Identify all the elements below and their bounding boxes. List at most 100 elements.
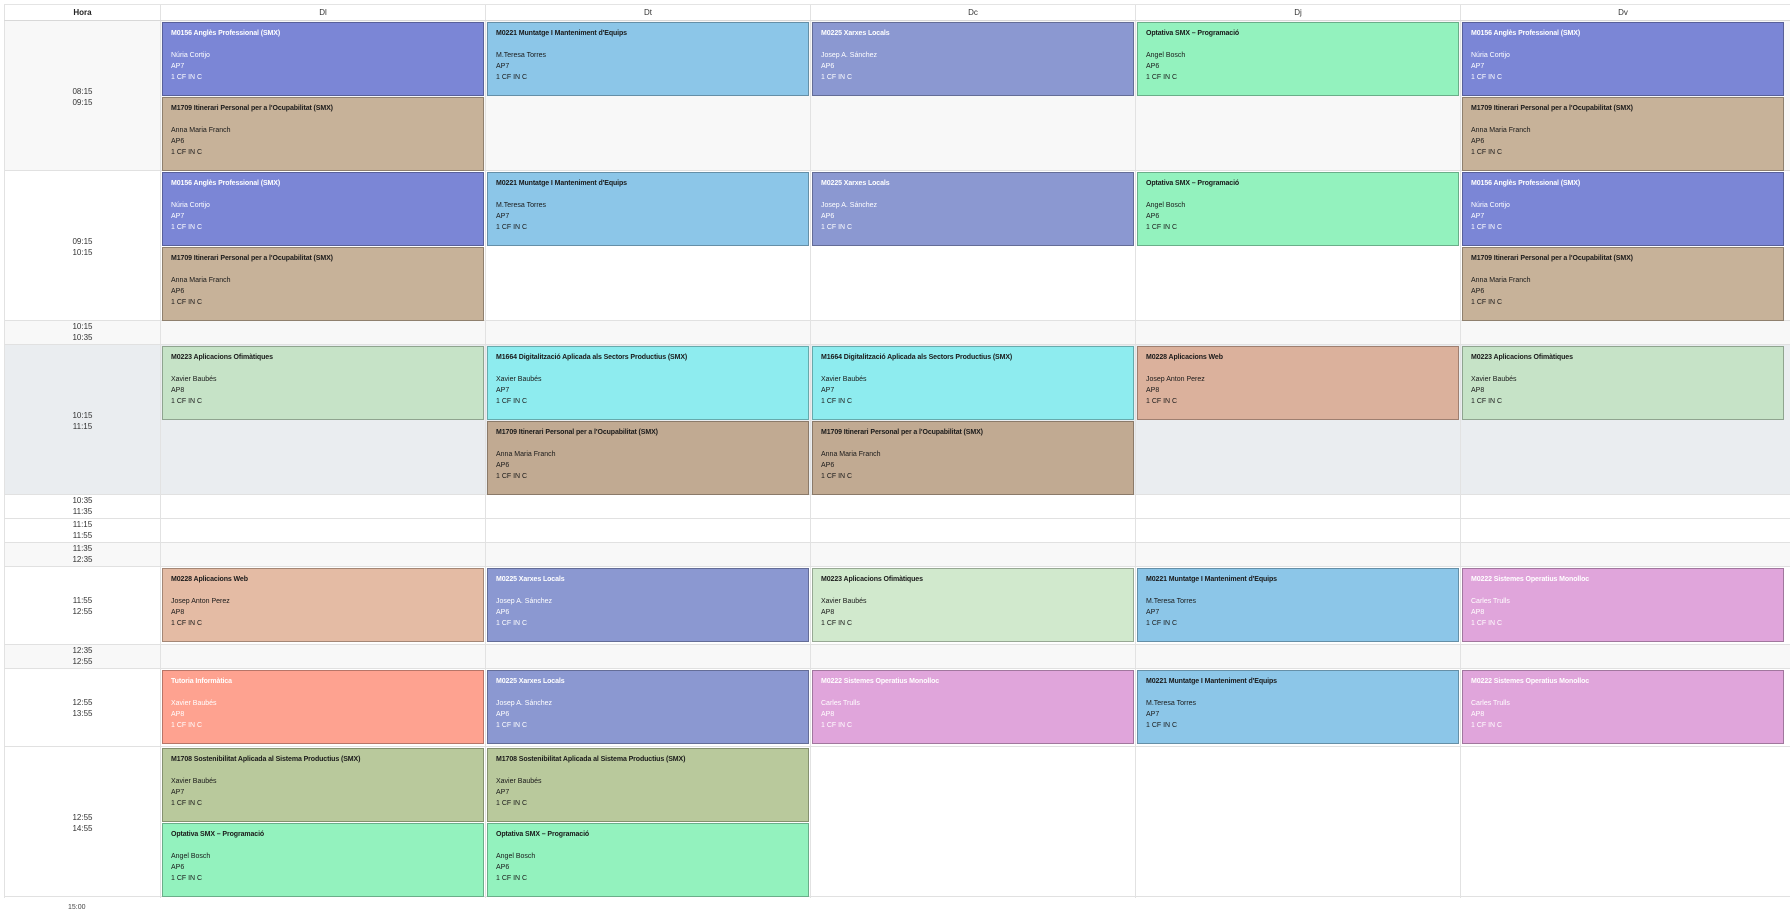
class-teacher: Anna Maria Franch bbox=[821, 451, 881, 458]
class-block[interactable]: M0156 Anglès Professional (SMX) Núria Cor… bbox=[162, 22, 484, 96]
day-header-dj: Dj bbox=[1135, 5, 1460, 20]
day-cell-dc bbox=[810, 543, 1135, 566]
day-cell-dv bbox=[1460, 495, 1785, 518]
class-teacher: Angel Bosch bbox=[1146, 52, 1186, 59]
day-cell-dj: M0228 Aplicacions Web Josep Anton Perez AP… bbox=[1135, 345, 1460, 496]
class-room: AP6 bbox=[1146, 213, 1160, 220]
class-group: 1 CF IN C bbox=[171, 299, 203, 306]
class-teacher: Anna Maria Franch bbox=[171, 277, 231, 284]
class-room: AP6 bbox=[496, 711, 510, 718]
class-block[interactable]: Optativa SMX – Programació Angel Bosch AP6… bbox=[1137, 22, 1459, 96]
class-block[interactable]: M0228 Aplicacions Web Josep Anton Perez AP… bbox=[1137, 346, 1459, 420]
class-teacher: Núria Cortijo bbox=[171, 52, 210, 59]
time-slot-row: 11:55 12:55 M0228 Aplicacions Web Josep Ant… bbox=[4, 567, 1790, 645]
day-cell-dj bbox=[1135, 519, 1460, 542]
class-block[interactable]: M0221 Muntatge I Manteniment d'Equips M.T… bbox=[1137, 568, 1459, 642]
class-teacher: Xavier Baubés bbox=[496, 376, 542, 383]
end-time: 10:15 bbox=[72, 247, 93, 257]
class-block[interactable]: M0222 Sistemes Operatius Monolloc Carles … bbox=[1462, 568, 1784, 642]
class-group: 1 CF IN C bbox=[1146, 722, 1178, 729]
class-room: AP6 bbox=[171, 138, 185, 145]
class-room: AP8 bbox=[171, 387, 185, 394]
class-block[interactable]: M0222 Sistemes Operatius Monolloc Carles … bbox=[1462, 670, 1784, 744]
class-block[interactable]: M1664 Digitalització Aplicada als Sector… bbox=[812, 346, 1134, 420]
class-group: 1 CF IN C bbox=[821, 473, 853, 480]
class-block[interactable]: M0221 Muntatge I Manteniment d'Equips M.T… bbox=[487, 22, 809, 96]
class-group: 1 CF IN C bbox=[1146, 398, 1178, 405]
class-block[interactable]: M0221 Muntatge I Manteniment d'Equips M.T… bbox=[487, 172, 809, 246]
class-group: 1 CF IN C bbox=[1146, 620, 1178, 627]
day-cell-dv: M0223 Aplicacions Ofimàtiques Xavier Baub… bbox=[1460, 345, 1785, 496]
day-cell-dc bbox=[810, 321, 1135, 344]
class-room: AP8 bbox=[821, 609, 835, 616]
class-block[interactable]: Tutoria Informàtica Xavier Baubés AP8 1 CF … bbox=[162, 670, 484, 744]
class-block[interactable]: M0156 Anglès Professional (SMX) Núria Cor… bbox=[1462, 22, 1784, 96]
class-teacher: Xavier Baubés bbox=[171, 700, 217, 707]
class-block[interactable]: M1709 Itinerari Personal per a l'Ocupabi… bbox=[1462, 97, 1784, 171]
class-room: AP7 bbox=[496, 387, 510, 394]
class-title: M1709 Itinerari Personal per a l'Ocupabi… bbox=[171, 105, 333, 112]
class-block[interactable]: M0156 Anglès Professional (SMX) Núria Cor… bbox=[162, 172, 484, 246]
class-block[interactable]: M0223 Aplicacions Ofimàtiques Xavier Baub… bbox=[162, 346, 484, 420]
class-group: 1 CF IN C bbox=[171, 74, 203, 81]
class-block[interactable]: M0228 Aplicacions Web Josep Anton Perez AP… bbox=[162, 568, 484, 642]
start-time: 10:35 bbox=[72, 496, 93, 505]
day-cell-dj bbox=[1135, 321, 1460, 344]
class-block[interactable]: M0225 Xarxes Locals Josep A. Sánchez AP6 1 … bbox=[812, 22, 1134, 96]
class-teacher: Xavier Baubés bbox=[821, 598, 867, 605]
day-cell-dl: M0156 Anglès Professional (SMX) Núria Cor… bbox=[160, 171, 485, 322]
day-cell-dl: Tutoria Informàtica Xavier Baubés AP8 1 CF … bbox=[160, 669, 485, 746]
end-time: 12:55 bbox=[72, 606, 93, 616]
class-group: 1 CF IN C bbox=[496, 74, 528, 81]
class-title: M1709 Itinerari Personal per a l'Ocupabi… bbox=[821, 429, 983, 436]
start-time: 10:15 bbox=[72, 410, 93, 420]
class-block[interactable]: M0225 Xarxes Locals Josep A. Sánchez AP6 1 … bbox=[812, 172, 1134, 246]
day-cell-dc: M1664 Digitalització Aplicada als Sector… bbox=[810, 345, 1135, 496]
day-cell-dc: M0222 Sistemes Operatius Monolloc Carles … bbox=[810, 669, 1135, 746]
time-slot-row: 09:15 10:15 M0156 Anglès Professional (SMX… bbox=[4, 171, 1790, 322]
class-room: AP7 bbox=[1471, 63, 1485, 70]
class-title: M0156 Anglès Professional (SMX) bbox=[171, 30, 281, 37]
class-block[interactable]: M1664 Digitalització Aplicada als Sector… bbox=[487, 346, 809, 420]
class-block[interactable]: Optativa SMX – Programació Angel Bosch AP6… bbox=[1137, 172, 1459, 246]
class-group: 1 CF IN C bbox=[821, 620, 853, 627]
class-block[interactable]: M1709 Itinerari Personal per a l'Ocupabi… bbox=[162, 97, 484, 171]
class-room: AP6 bbox=[821, 213, 835, 220]
start-time: 12:35 bbox=[72, 646, 93, 655]
class-block[interactable]: Optativa SMX – Programació Angel Bosch AP6… bbox=[487, 823, 809, 897]
class-block[interactable]: M0225 Xarxes Locals Josep A. Sánchez AP6 1 … bbox=[487, 670, 809, 744]
class-teacher: Anna Maria Franch bbox=[171, 127, 231, 134]
class-teacher: Carles Trulls bbox=[1471, 700, 1510, 707]
class-block[interactable]: M1709 Itinerari Personal per a l'Ocupabi… bbox=[812, 421, 1134, 495]
class-block[interactable]: M0223 Aplicacions Ofimàtiques Xavier Baub… bbox=[812, 568, 1134, 642]
start-time: 09:15 bbox=[72, 236, 93, 246]
class-teacher: Anna Maria Franch bbox=[1471, 127, 1531, 134]
class-room: AP8 bbox=[171, 609, 185, 616]
end-time: 12:35 bbox=[72, 555, 93, 564]
day-cell-dl bbox=[160, 321, 485, 344]
class-block[interactable]: M0225 Xarxes Locals Josep A. Sánchez AP6 1 … bbox=[487, 568, 809, 642]
day-header-dt: Dt bbox=[485, 5, 810, 20]
class-group: 1 CF IN C bbox=[1471, 620, 1503, 627]
day-cell-dj: Optativa SMX – Programació Angel Bosch AP6… bbox=[1135, 171, 1460, 322]
start-time: 10:15 bbox=[72, 322, 93, 331]
end-time: 11:35 bbox=[72, 507, 93, 516]
class-block[interactable]: M0222 Sistemes Operatius Monolloc Carles … bbox=[812, 670, 1134, 744]
class-teacher: Angel Bosch bbox=[171, 853, 211, 860]
class-block[interactable]: M1709 Itinerari Personal per a l'Ocupabi… bbox=[162, 247, 484, 321]
class-block[interactable]: M1708 Sostenibilitat Aplicada al Sistema… bbox=[162, 748, 484, 822]
class-teacher: Núria Cortijo bbox=[171, 202, 210, 209]
time-range: 10:15 11:15 bbox=[4, 345, 160, 496]
day-cell-dl bbox=[160, 495, 485, 518]
class-block[interactable]: M0156 Anglès Professional (SMX) Núria Cor… bbox=[1462, 172, 1784, 246]
class-block[interactable]: M0221 Muntatge I Manteniment d'Equips M.T… bbox=[1137, 670, 1459, 744]
day-cell-dl bbox=[160, 645, 485, 668]
class-teacher: Angel Bosch bbox=[1146, 202, 1186, 209]
class-block[interactable]: M1708 Sostenibilitat Aplicada al Sistema… bbox=[487, 748, 809, 822]
class-block[interactable]: M1709 Itinerari Personal per a l'Ocupabi… bbox=[487, 421, 809, 495]
class-block[interactable]: M1709 Itinerari Personal per a l'Ocupabi… bbox=[1462, 247, 1784, 321]
class-block[interactable]: M0223 Aplicacions Ofimàtiques Xavier Baub… bbox=[1462, 346, 1784, 420]
class-title: M0221 Muntatge I Manteniment d'Equips bbox=[1146, 576, 1277, 583]
class-block[interactable]: Optativa SMX – Programació Angel Bosch AP6… bbox=[162, 823, 484, 897]
class-room: AP6 bbox=[496, 864, 510, 871]
